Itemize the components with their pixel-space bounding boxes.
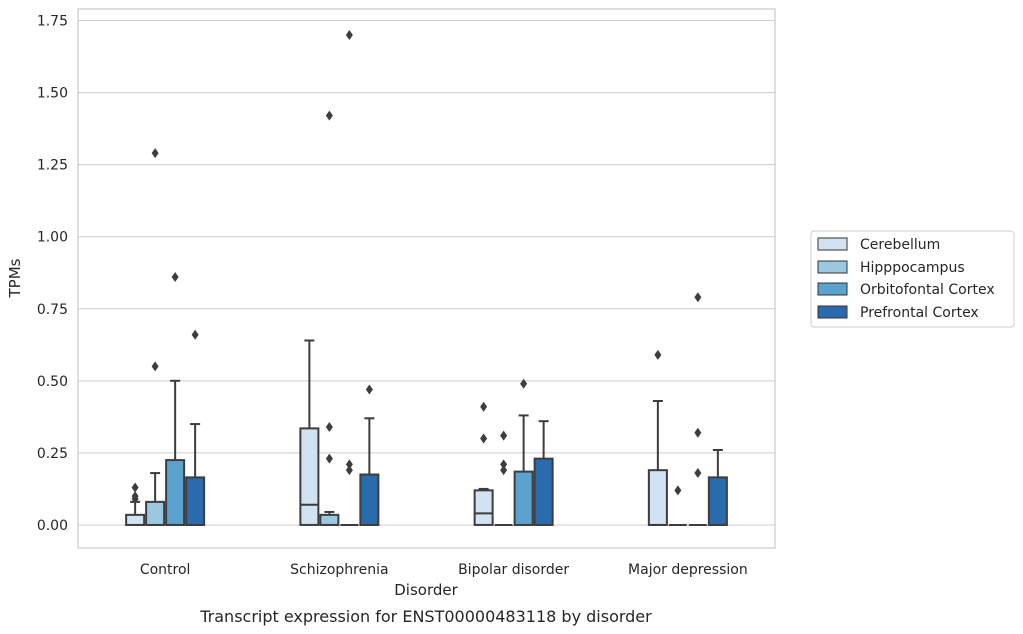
- box-1-0: [145, 148, 166, 526]
- box-0-1: [299, 339, 320, 526]
- box-3-3: [707, 449, 728, 526]
- box-3-iqr-box: [359, 473, 380, 526]
- box-0-outlier-point: [480, 433, 488, 444]
- box-2-outlier-point: [694, 468, 702, 479]
- gridlines: [78, 20, 775, 526]
- box-3-2: [533, 420, 554, 526]
- y-tick-label: 1.25: [37, 158, 68, 174]
- y-tick-label: 0.25: [37, 446, 68, 462]
- box-3-iqr-box: [707, 476, 728, 526]
- legend: Cerebellum Hipppocampus Orbitofontal Cor…: [810, 230, 1015, 328]
- box-1-outlier-point: [674, 485, 682, 496]
- y-tick-label: 1.50: [37, 86, 68, 102]
- y-axis-label: TPMs: [6, 258, 24, 298]
- x-tick-label: Major depression: [628, 562, 748, 578]
- x-tick-label: Bipolar disorder: [458, 562, 569, 578]
- legend-label-hippocampus: Hipppocampus: [860, 260, 965, 276]
- x-tick-labels: Control Schizophrenia Bipolar disorder Majo…: [140, 562, 748, 578]
- box-2-0: [165, 272, 186, 526]
- legend-item-cerebellum: Cerebellum: [817, 237, 940, 253]
- box-1-2: [494, 430, 513, 526]
- y-tick-label: 0.00: [37, 518, 68, 534]
- box-2-iqr-box: [513, 470, 534, 526]
- box-plot-area: [125, 29, 728, 526]
- box-3-1: [359, 384, 380, 526]
- x-tick-label: Control: [140, 562, 191, 578]
- box-2-iqr-box: [165, 459, 186, 526]
- box-2-3: [688, 292, 707, 526]
- box-2-outlier-point: [345, 29, 353, 40]
- box-1-outlier-point: [500, 430, 508, 441]
- y-tick-label: 1.00: [37, 230, 68, 246]
- box-0-outlier-point: [654, 349, 662, 360]
- legend-label-cerebellum: Cerebellum: [860, 237, 940, 253]
- box-0-2: [473, 401, 494, 526]
- box-0-3: [647, 349, 668, 526]
- chart-caption: Transcript expression for ENST0000048311…: [199, 607, 652, 626]
- legend-swatch-cerebellum: [817, 237, 848, 251]
- box-2-outlier-point: [694, 427, 702, 438]
- plot-frame: [77, 8, 776, 549]
- legend-item-prefrontal-cortex: Prefrontal Cortex: [817, 305, 979, 321]
- legend-item-orbitofrontal-cortex: Orbitofontal Cortex: [817, 282, 995, 298]
- box-2-outlier-point: [694, 292, 702, 303]
- box-2-outlier-point: [171, 272, 179, 283]
- box-1-outlier-point: [325, 110, 333, 121]
- box-1-iqr-box: [145, 500, 166, 526]
- box-1-outlier-point: [325, 453, 333, 464]
- y-tick-label: 1.75: [37, 14, 68, 30]
- box-1-outlier-point: [325, 421, 333, 432]
- box-0-outlier-point: [131, 482, 139, 493]
- box-1-outlier-point: [151, 361, 159, 372]
- box-0-outlier-point: [131, 491, 139, 502]
- x-axis-label: Disorder: [394, 581, 458, 599]
- box-1-1: [319, 110, 340, 526]
- box-1-outlier-point: [500, 465, 508, 476]
- box-1-iqr-box: [319, 513, 340, 526]
- box-0-iqr-box: [473, 489, 494, 526]
- x-tick-label: Schizophrenia: [290, 562, 388, 578]
- box-2-outlier-point: [345, 465, 353, 476]
- box-2-2: [513, 378, 534, 526]
- box-3-0: [185, 329, 206, 526]
- box-0-outlier-point: [480, 401, 488, 412]
- box-2-outlier-point: [345, 459, 353, 470]
- box-3-outlier-point: [365, 384, 373, 395]
- box-0-0: [125, 482, 146, 526]
- legend-swatch-prefrontal-cortex: [817, 305, 848, 319]
- box-2-outlier-point: [520, 378, 528, 389]
- y-tick-label: 0.50: [37, 374, 68, 390]
- box-1-outlier-point: [151, 148, 159, 159]
- legend-label-orbitofrontal-cortex: Orbitofontal Cortex: [860, 282, 995, 298]
- box-1-outlier-point: [500, 459, 508, 470]
- legend-item-hippocampus: Hipppocampus: [817, 260, 965, 276]
- legend-swatch-hippocampus: [817, 260, 848, 274]
- box-3-iqr-box: [185, 476, 206, 526]
- box-0-iqr-box: [299, 427, 320, 526]
- legend-frame: [810, 230, 1015, 328]
- box-0-iqr-box: [125, 513, 146, 526]
- legend-swatch-orbitofrontal-cortex: [817, 282, 848, 296]
- box-1-3: [668, 485, 687, 526]
- y-tick-labels: 0.00 0.25 0.50 0.75 1.00 1.25 1.50 1.75: [37, 14, 68, 534]
- box-3-outlier-point: [191, 329, 199, 340]
- y-tick-label: 0.75: [37, 302, 68, 318]
- legend-label-prefrontal-cortex: Prefrontal Cortex: [860, 305, 979, 321]
- box-2-1: [340, 29, 359, 526]
- box-3-iqr-box: [533, 457, 554, 526]
- box-0-iqr-box: [647, 469, 668, 526]
